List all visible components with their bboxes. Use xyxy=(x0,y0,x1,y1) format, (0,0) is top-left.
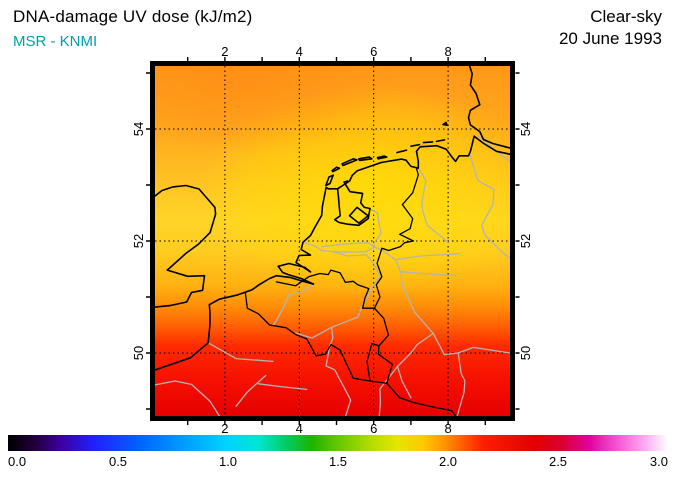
island-wangerooge xyxy=(435,139,446,143)
axis-labels: 2 4 6 8 2 4 6 8 54 52 50 54 52 50 xyxy=(131,45,533,435)
map-frame xyxy=(150,61,515,421)
colorbar-label: 3.0 xyxy=(649,454,668,469)
x-tick-label-bottom: 8 xyxy=(444,421,451,435)
colorbar xyxy=(8,435,668,451)
map-gridlines xyxy=(155,66,510,416)
colorbar-labels: 0.0 0.5 1.0 1.5 2.0 2.5 3.0 xyxy=(0,454,676,470)
river-lek xyxy=(320,242,376,248)
colorbar-label: 0.0 xyxy=(8,454,27,469)
river-aisne xyxy=(257,383,308,391)
river-lippe xyxy=(396,253,460,261)
river-ruhr xyxy=(400,271,457,277)
colorbar-label: 1.0 xyxy=(218,454,238,469)
river-seine xyxy=(155,380,221,416)
river-scheldt xyxy=(272,283,315,326)
border-nl-de-lu-fr xyxy=(373,167,457,416)
x-tick-label-top: 6 xyxy=(370,45,377,59)
x-tick-label-bottom: 6 xyxy=(370,421,377,435)
island-terschelling xyxy=(341,158,358,167)
island-texel xyxy=(325,174,334,187)
map-content xyxy=(155,66,510,416)
island-schiermonnikoog xyxy=(376,155,388,160)
river-somme xyxy=(207,342,274,363)
y-tick-label-right: 54 xyxy=(518,122,533,136)
coastline-continent xyxy=(155,135,510,371)
island-ameland xyxy=(358,156,373,162)
colorbar-label: 0.5 xyxy=(108,454,128,469)
coastlines xyxy=(155,66,510,371)
river-saar xyxy=(396,365,412,399)
x-tick-label-top: 2 xyxy=(221,45,228,59)
y-tick-label-right: 50 xyxy=(518,346,533,360)
river-ijssel xyxy=(369,208,382,248)
x-tick-label-bottom: 4 xyxy=(296,421,303,435)
island-norderney xyxy=(410,143,421,147)
island-heligoland xyxy=(442,121,448,126)
river-ems xyxy=(417,167,449,243)
axis-tickmarks xyxy=(146,57,520,425)
coastline-england xyxy=(155,184,217,308)
colorbar-label: 2.5 xyxy=(548,454,568,469)
border-lu-west xyxy=(366,342,380,382)
river-main xyxy=(457,346,510,354)
page-title: DNA-damage UV dose (kJ/m2) xyxy=(13,7,253,26)
uv-field-orange-patch xyxy=(155,66,395,154)
island-borkum xyxy=(396,149,408,154)
colorbar-gradient xyxy=(8,435,668,451)
y-tick-label-left: 52 xyxy=(131,234,146,248)
coastline-ijsselmeer xyxy=(333,180,371,227)
river-weser xyxy=(469,153,510,259)
data-source-label: MSR - KNMI xyxy=(13,33,98,50)
river-meuse xyxy=(325,250,381,416)
sky-condition-label: Clear-sky xyxy=(590,7,662,26)
y-tick-label-left: 54 xyxy=(131,122,146,136)
colorbar-label: 2.0 xyxy=(438,454,458,469)
river-oise xyxy=(235,374,267,407)
country-borders xyxy=(244,167,457,416)
colorbar-label: 1.5 xyxy=(328,454,348,469)
coastline-flevoland xyxy=(348,206,369,224)
y-tick-label-left: 50 xyxy=(131,346,146,360)
river-sambre xyxy=(294,326,333,339)
border-be-nl xyxy=(275,269,376,309)
uv-dose-map: 2 4 6 8 2 4 6 8 54 52 50 54 52 50 xyxy=(131,45,533,435)
rivers xyxy=(155,135,510,416)
border-be-fr xyxy=(244,292,388,384)
island-vlieland xyxy=(331,166,341,173)
y-tick-label-right: 52 xyxy=(518,234,533,248)
island-langeoog xyxy=(422,141,434,144)
date-label: 20 June 1993 xyxy=(558,29,662,48)
x-tick-label-top: 4 xyxy=(296,45,303,59)
x-tick-label-bottom: 2 xyxy=(221,421,228,435)
wadden-islands xyxy=(325,121,448,187)
x-tick-label-top: 8 xyxy=(444,45,451,59)
coastline-schleswig xyxy=(467,66,510,149)
